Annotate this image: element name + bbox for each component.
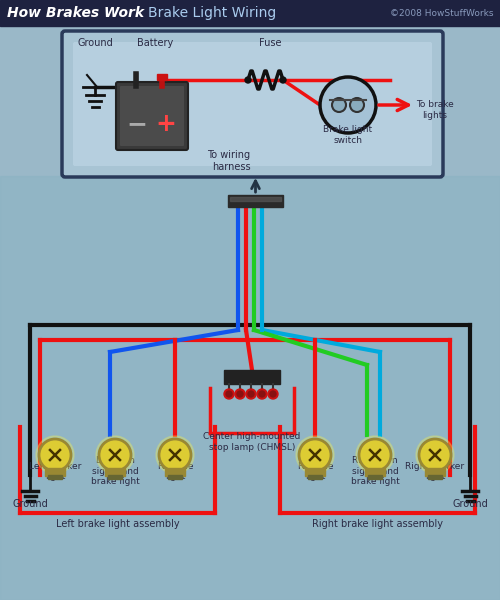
Bar xyxy=(230,197,281,201)
Circle shape xyxy=(320,77,376,133)
FancyBboxPatch shape xyxy=(62,31,443,177)
Bar xyxy=(0,176,500,600)
Text: Brake Light Wiring: Brake Light Wiring xyxy=(148,6,276,20)
Bar xyxy=(105,468,125,476)
Circle shape xyxy=(359,439,391,471)
Circle shape xyxy=(224,389,234,399)
Bar xyxy=(168,475,182,479)
Circle shape xyxy=(245,77,251,83)
Bar xyxy=(165,468,185,476)
Circle shape xyxy=(296,436,334,474)
Bar xyxy=(0,0,500,26)
Circle shape xyxy=(416,436,454,474)
Circle shape xyxy=(356,436,394,474)
Circle shape xyxy=(36,436,74,474)
Circle shape xyxy=(268,389,278,399)
Circle shape xyxy=(237,391,243,397)
Text: ©2008 HowStuffWorks: ©2008 HowStuffWorks xyxy=(390,8,493,17)
Circle shape xyxy=(226,391,232,397)
Text: To wiring
harness: To wiring harness xyxy=(208,149,250,172)
Bar xyxy=(157,74,167,80)
Circle shape xyxy=(332,98,346,112)
Text: Left marker
light: Left marker light xyxy=(29,461,81,481)
Bar xyxy=(48,475,62,479)
Circle shape xyxy=(96,436,134,474)
Bar xyxy=(228,195,283,207)
Text: Reverse
light: Reverse light xyxy=(157,461,193,481)
Bar xyxy=(365,468,385,476)
Text: Center high-mounted
stop lamp (CHMSL): Center high-mounted stop lamp (CHMSL) xyxy=(204,432,300,452)
Circle shape xyxy=(39,439,71,471)
Circle shape xyxy=(280,77,286,83)
Text: Fuse: Fuse xyxy=(259,38,281,48)
Circle shape xyxy=(257,389,267,399)
Bar xyxy=(224,370,280,384)
Text: Brake light
switch: Brake light switch xyxy=(324,125,372,145)
Bar xyxy=(428,475,442,479)
Circle shape xyxy=(99,439,131,471)
Circle shape xyxy=(156,436,194,474)
FancyBboxPatch shape xyxy=(116,82,188,150)
Bar xyxy=(425,468,445,476)
Text: Right brake light assembly: Right brake light assembly xyxy=(312,519,442,529)
Bar xyxy=(305,468,325,476)
FancyBboxPatch shape xyxy=(120,86,184,146)
Text: Left turn
signal and
brake light: Left turn signal and brake light xyxy=(90,456,140,486)
Text: Right marker
light: Right marker light xyxy=(406,461,464,481)
FancyBboxPatch shape xyxy=(73,42,432,166)
Text: How Brakes Work: How Brakes Work xyxy=(7,6,144,20)
Circle shape xyxy=(159,439,191,471)
Text: Left brake light assembly: Left brake light assembly xyxy=(56,519,180,529)
Bar xyxy=(108,475,122,479)
Circle shape xyxy=(350,98,364,112)
Bar xyxy=(368,475,382,479)
Circle shape xyxy=(235,389,245,399)
Text: Ground: Ground xyxy=(452,499,488,509)
Circle shape xyxy=(322,79,374,131)
Circle shape xyxy=(248,391,254,397)
Text: To brake
lights: To brake lights xyxy=(416,100,454,120)
Text: +: + xyxy=(156,112,176,136)
Text: Battery: Battery xyxy=(137,38,173,48)
Circle shape xyxy=(419,439,451,471)
Circle shape xyxy=(270,391,276,397)
Bar xyxy=(45,468,65,476)
Text: −: − xyxy=(126,112,148,136)
Circle shape xyxy=(299,439,331,471)
Circle shape xyxy=(259,391,265,397)
Text: Right turn
signal and
brake light: Right turn signal and brake light xyxy=(350,456,400,486)
Circle shape xyxy=(246,389,256,399)
Text: Reverse
light: Reverse light xyxy=(297,461,333,481)
Text: Ground: Ground xyxy=(12,499,48,509)
Text: Ground: Ground xyxy=(77,38,113,48)
Bar xyxy=(308,475,322,479)
